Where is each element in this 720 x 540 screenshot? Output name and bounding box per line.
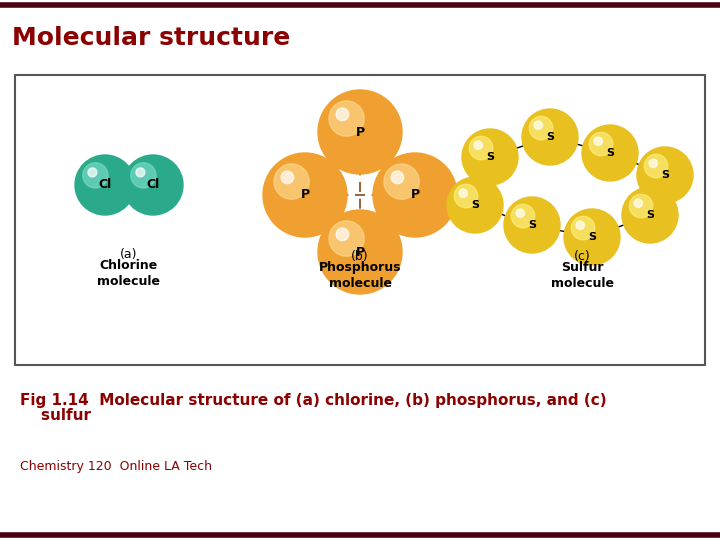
Text: Molecular structure: Molecular structure bbox=[12, 26, 290, 50]
Text: Cl: Cl bbox=[99, 179, 112, 192]
Circle shape bbox=[469, 136, 492, 160]
Circle shape bbox=[634, 199, 642, 207]
Circle shape bbox=[75, 155, 135, 215]
Circle shape bbox=[336, 228, 348, 241]
Circle shape bbox=[622, 187, 678, 243]
Text: P: P bbox=[410, 188, 420, 201]
Text: Cl: Cl bbox=[146, 179, 160, 192]
Circle shape bbox=[459, 189, 467, 198]
Text: S: S bbox=[546, 132, 554, 142]
Circle shape bbox=[88, 168, 97, 177]
Circle shape bbox=[534, 121, 542, 130]
Circle shape bbox=[281, 171, 294, 184]
Circle shape bbox=[318, 210, 402, 294]
Text: sulfur: sulfur bbox=[20, 408, 91, 423]
Circle shape bbox=[263, 153, 347, 237]
Bar bbox=[15, 75, 705, 365]
Text: Chlorine
molecule: Chlorine molecule bbox=[97, 259, 161, 288]
Circle shape bbox=[571, 217, 595, 240]
Text: S: S bbox=[606, 148, 614, 158]
Text: S: S bbox=[661, 170, 669, 180]
Circle shape bbox=[123, 155, 183, 215]
Circle shape bbox=[318, 90, 402, 174]
Text: Phosphorus
molecule: Phosphorus molecule bbox=[319, 261, 401, 290]
Circle shape bbox=[454, 184, 478, 208]
Text: P: P bbox=[356, 246, 364, 259]
Text: P: P bbox=[356, 125, 364, 138]
Text: (b): (b) bbox=[351, 250, 369, 263]
Circle shape bbox=[576, 221, 585, 230]
Circle shape bbox=[629, 194, 653, 218]
Circle shape bbox=[83, 163, 108, 188]
Text: S: S bbox=[588, 232, 596, 242]
Circle shape bbox=[594, 137, 603, 145]
Text: (a): (a) bbox=[120, 248, 138, 261]
Circle shape bbox=[447, 177, 503, 233]
Circle shape bbox=[589, 132, 613, 156]
Circle shape bbox=[373, 153, 457, 237]
Circle shape bbox=[529, 116, 553, 140]
Text: S: S bbox=[528, 220, 536, 230]
Circle shape bbox=[329, 221, 364, 256]
Text: (c): (c) bbox=[574, 250, 591, 263]
Text: Chemistry 120  Online LA Tech: Chemistry 120 Online LA Tech bbox=[20, 460, 212, 473]
Circle shape bbox=[384, 164, 419, 199]
Circle shape bbox=[644, 154, 668, 178]
Circle shape bbox=[474, 141, 482, 150]
Circle shape bbox=[391, 171, 404, 184]
Circle shape bbox=[504, 197, 560, 253]
Circle shape bbox=[274, 164, 309, 199]
Text: S: S bbox=[471, 200, 479, 210]
Text: S: S bbox=[646, 210, 654, 220]
Circle shape bbox=[522, 109, 578, 165]
Circle shape bbox=[582, 125, 638, 181]
Circle shape bbox=[564, 209, 620, 265]
Circle shape bbox=[637, 147, 693, 203]
Circle shape bbox=[136, 168, 145, 177]
Text: P: P bbox=[300, 188, 310, 201]
Circle shape bbox=[516, 209, 524, 218]
Text: Fig 1.14  Molecular structure of (a) chlorine, (b) phosphorus, and (c): Fig 1.14 Molecular structure of (a) chlo… bbox=[20, 393, 607, 408]
Circle shape bbox=[511, 204, 535, 228]
Circle shape bbox=[336, 108, 348, 120]
Circle shape bbox=[649, 159, 657, 167]
Circle shape bbox=[462, 129, 518, 185]
Text: S: S bbox=[486, 152, 494, 162]
Circle shape bbox=[329, 101, 364, 136]
Text: Sulfur
molecule: Sulfur molecule bbox=[551, 261, 614, 290]
Circle shape bbox=[131, 163, 156, 188]
